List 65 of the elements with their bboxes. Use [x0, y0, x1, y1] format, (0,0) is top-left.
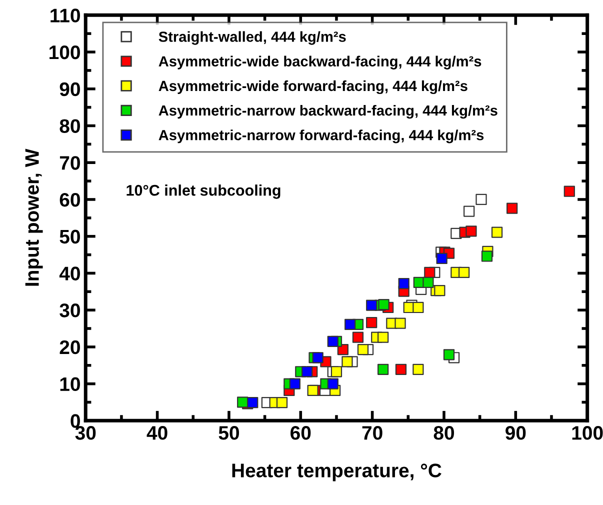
point — [327, 378, 338, 390]
x-tick-label: 60 — [290, 426, 311, 440]
point — [412, 302, 424, 314]
point — [476, 194, 487, 206]
point — [302, 366, 313, 378]
y-tick-label: 110 — [50, 8, 80, 22]
point — [366, 317, 378, 328]
point — [491, 226, 503, 238]
legend-label: Asymmetric-wide forward-facing, 444 kg/m²s — [158, 80, 468, 94]
x-tick-label: 80 — [434, 426, 454, 440]
point — [424, 266, 436, 278]
y-tick-label: 80 — [60, 119, 80, 133]
point — [307, 384, 318, 396]
point — [330, 366, 342, 378]
y-tick-label: 40 — [59, 266, 80, 280]
point — [394, 318, 406, 329]
x-tick-label: 30 — [75, 426, 96, 440]
point — [434, 284, 446, 296]
y-tick-label: 0 — [70, 414, 80, 428]
y-tick-label: 100 — [50, 45, 80, 60]
point — [344, 318, 356, 330]
y-tick-label: 70 — [60, 156, 80, 170]
point — [398, 278, 410, 290]
y-tick-label: 90 — [60, 82, 80, 96]
y-tick-label: 60 — [60, 192, 80, 207]
point — [378, 298, 390, 310]
point — [481, 250, 493, 262]
y-tick-label: 20 — [60, 340, 80, 354]
point — [327, 336, 338, 347]
point — [357, 344, 369, 356]
x-axis-title: Heater temperature, °C — [232, 464, 442, 482]
y-tick-label: 50 — [60, 230, 80, 244]
x-tick-label: 40 — [146, 426, 168, 440]
y-axis-title: Input power, W — [25, 148, 43, 286]
point — [237, 396, 248, 408]
point — [564, 186, 575, 197]
point — [422, 276, 434, 288]
legend-label: Asymmetric-narrow backward-facing, 444 kg/m²s — [158, 104, 498, 119]
point — [377, 364, 389, 375]
point — [506, 202, 518, 214]
point — [289, 378, 300, 390]
legend-label: Straight-walled, 444 kg/m²s — [158, 31, 346, 45]
point — [464, 206, 475, 217]
x-tick-label: 50 — [218, 426, 239, 440]
point — [276, 397, 288, 408]
point — [312, 352, 324, 364]
point — [412, 364, 424, 375]
legend-label: Asymmetric-wide backward-facing, 444 kg/m²s — [158, 56, 482, 70]
x-tick-label: 100 — [572, 426, 603, 440]
point — [395, 364, 407, 375]
point — [352, 332, 364, 343]
x-tick-label: 70 — [362, 426, 382, 440]
legend-label: Asymmetric-narrow forward-facing, 444 kg/m²s — [158, 130, 484, 144]
point — [443, 349, 455, 360]
point — [366, 300, 378, 311]
point — [466, 226, 477, 237]
annotation: 10°C inlet subcooling — [126, 184, 280, 199]
point — [377, 332, 389, 343]
y-tick-label: 10 — [60, 377, 80, 392]
point — [342, 356, 353, 368]
point — [247, 397, 258, 408]
point — [436, 252, 448, 264]
y-tick-label: 30 — [60, 304, 80, 318]
x-tick-label: 90 — [506, 426, 526, 440]
point — [458, 266, 470, 278]
